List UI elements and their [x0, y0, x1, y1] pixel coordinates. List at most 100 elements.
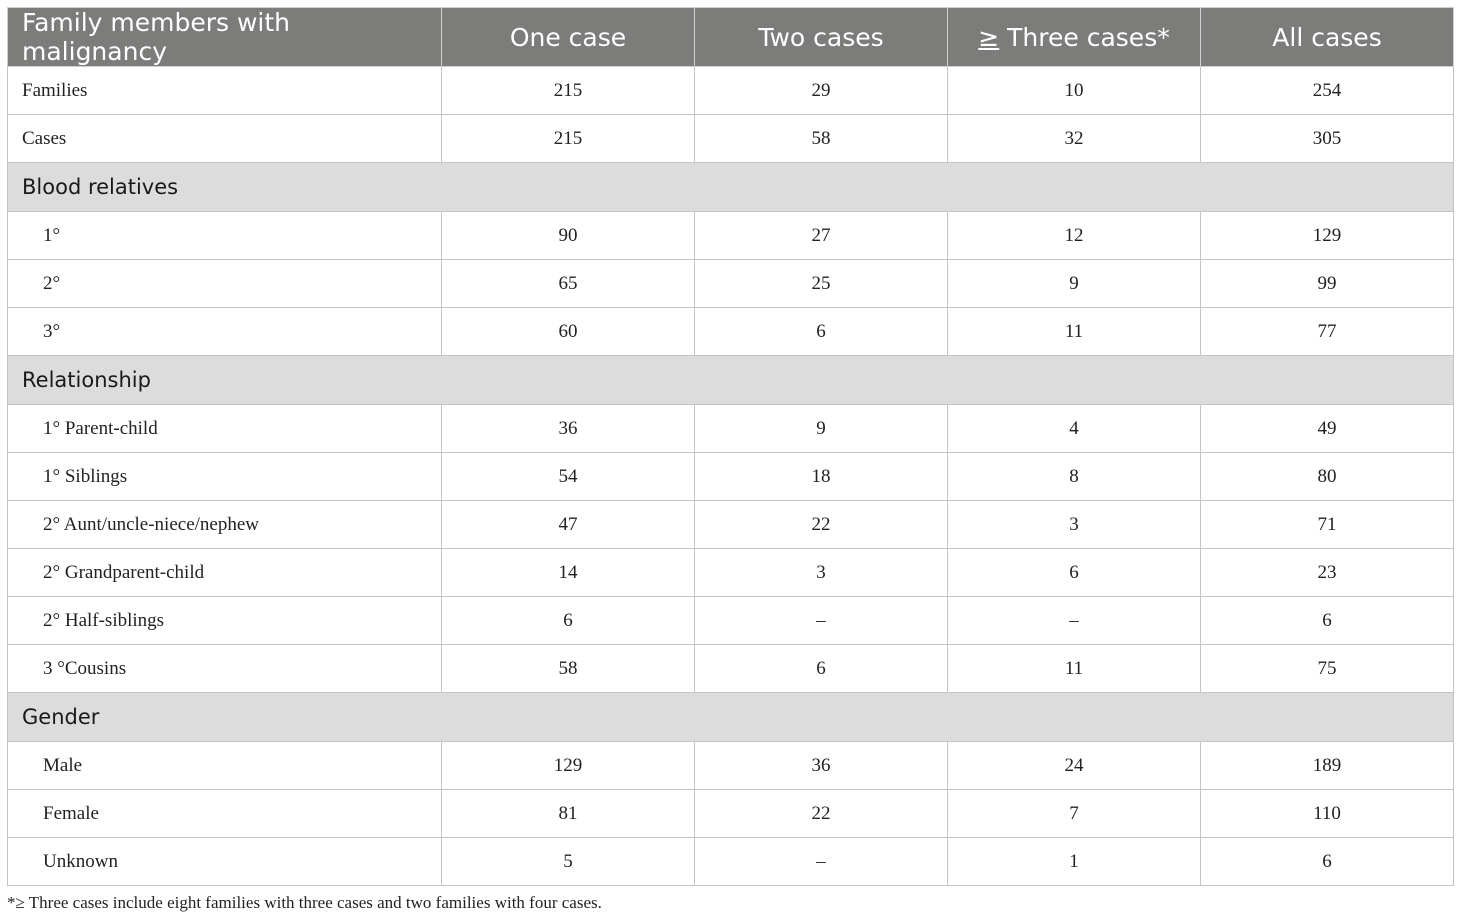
table-footnote: *≥ Three cases include eight families wi…: [7, 893, 602, 912]
cell-all-cases: 6: [1200, 596, 1454, 645]
cell-one-case: 54: [441, 452, 695, 501]
header-all-cases: All cases: [1200, 7, 1454, 67]
cell-two-cases: 6: [694, 644, 948, 693]
cell-one-case: 129: [441, 741, 695, 790]
cell-one-case: 47: [441, 500, 695, 549]
cell-three-cases: 4: [947, 404, 1201, 453]
cell-all-cases: 49: [1200, 404, 1454, 453]
cell-three-cases: 24: [947, 741, 1201, 790]
row-label: 2° Half-siblings: [7, 596, 442, 645]
cell-one-case: 14: [441, 548, 695, 597]
row-label: 2°: [7, 259, 442, 308]
cell-two-cases: 9: [694, 404, 948, 453]
cell-all-cases: 77: [1200, 307, 1454, 356]
header-family-members: Family members with malignancy: [7, 7, 442, 67]
section-heading: Relationship: [7, 355, 1454, 405]
cell-all-cases: 254: [1200, 66, 1454, 115]
table-row-unknown: Unknown 5 – 1 6: [7, 837, 1454, 886]
header-three-cases-label: Three cases*: [999, 22, 1170, 52]
cell-all-cases: 23: [1200, 548, 1454, 597]
table-row-half-siblings: 2° Half-siblings 6 – – 6: [7, 596, 1454, 645]
table-header-row: Family members with malignancy One case …: [7, 7, 1454, 67]
cell-three-cases: 6: [947, 548, 1201, 597]
table-row-families: Families 215 29 10 254: [7, 66, 1454, 115]
cell-three-cases: 10: [947, 66, 1201, 115]
cell-all-cases: 189: [1200, 741, 1454, 790]
header-one-case: One case: [441, 7, 695, 67]
cell-all-cases: 99: [1200, 259, 1454, 308]
cell-two-cases: 22: [694, 789, 948, 838]
row-label: Families: [7, 66, 442, 115]
row-label: Female: [7, 789, 442, 838]
cell-three-cases: 7: [947, 789, 1201, 838]
row-label: 3°: [7, 307, 442, 356]
cell-one-case: 215: [441, 114, 695, 163]
row-label: 2° Grandparent-child: [7, 548, 442, 597]
cell-all-cases: 75: [1200, 644, 1454, 693]
cell-all-cases: 129: [1200, 211, 1454, 260]
row-label: Cases: [7, 114, 442, 163]
table-container: Family members with malignancy One case …: [7, 7, 1454, 886]
cell-two-cases: 25: [694, 259, 948, 308]
cell-all-cases: 110: [1200, 789, 1454, 838]
family-malignancy-table: Family members with malignancy One case …: [7, 7, 1454, 886]
section-heading: Blood relatives: [7, 162, 1454, 212]
table-row-parent-child: 1° Parent-child 36 9 4 49: [7, 404, 1454, 453]
cell-one-case: 6: [441, 596, 695, 645]
header-three-cases-symbol: ≥: [978, 22, 1000, 52]
header-three-cases: ≥ Three cases*: [947, 7, 1201, 67]
row-label: 1°: [7, 211, 442, 260]
table-row-cousins: 3 °Cousins 58 6 11 75: [7, 644, 1454, 693]
cell-three-cases: 8: [947, 452, 1201, 501]
cell-three-cases: 9: [947, 259, 1201, 308]
cell-all-cases: 71: [1200, 500, 1454, 549]
row-label: Unknown: [7, 837, 442, 886]
cell-one-case: 215: [441, 66, 695, 115]
cell-three-cases: 3: [947, 500, 1201, 549]
cell-all-cases: 305: [1200, 114, 1454, 163]
header-two-cases: Two cases: [694, 7, 948, 67]
cell-three-cases: 11: [947, 307, 1201, 356]
section-row-relationship: Relationship: [7, 355, 1454, 405]
table-row-aunt-uncle: 2° Aunt/uncle-niece/nephew 47 22 3 71: [7, 500, 1454, 549]
table-row-third-degree: 3° 60 6 11 77: [7, 307, 1454, 356]
row-label: 1° Siblings: [7, 452, 442, 501]
cell-two-cases: 3: [694, 548, 948, 597]
section-heading: Gender: [7, 692, 1454, 742]
section-row-gender: Gender: [7, 692, 1454, 742]
cell-one-case: 90: [441, 211, 695, 260]
cell-all-cases: 80: [1200, 452, 1454, 501]
table-row-second-degree: 2° 65 25 9 99: [7, 259, 1454, 308]
table-row-male: Male 129 36 24 189: [7, 741, 1454, 790]
cell-two-cases: –: [694, 596, 948, 645]
cell-two-cases: 18: [694, 452, 948, 501]
cell-three-cases: 32: [947, 114, 1201, 163]
cell-three-cases: 12: [947, 211, 1201, 260]
row-label: 1° Parent-child: [7, 404, 442, 453]
cell-two-cases: 27: [694, 211, 948, 260]
cell-three-cases: 1: [947, 837, 1201, 886]
cell-all-cases: 6: [1200, 837, 1454, 886]
cell-two-cases: –: [694, 837, 948, 886]
cell-one-case: 60: [441, 307, 695, 356]
cell-two-cases: 58: [694, 114, 948, 163]
cell-three-cases: 11: [947, 644, 1201, 693]
table-row-siblings: 1° Siblings 54 18 8 80: [7, 452, 1454, 501]
table-row-cases: Cases 215 58 32 305: [7, 114, 1454, 163]
cell-one-case: 81: [441, 789, 695, 838]
row-label: 2° Aunt/uncle-niece/nephew: [7, 500, 442, 549]
table-row-female: Female 81 22 7 110: [7, 789, 1454, 838]
cell-one-case: 58: [441, 644, 695, 693]
cell-one-case: 36: [441, 404, 695, 453]
section-row-blood-relatives: Blood relatives: [7, 162, 1454, 212]
cell-one-case: 65: [441, 259, 695, 308]
cell-three-cases: –: [947, 596, 1201, 645]
row-label: Male: [7, 741, 442, 790]
table-row-grandparent: 2° Grandparent-child 14 3 6 23: [7, 548, 1454, 597]
cell-two-cases: 29: [694, 66, 948, 115]
cell-one-case: 5: [441, 837, 695, 886]
row-label: 3 °Cousins: [7, 644, 442, 693]
cell-two-cases: 36: [694, 741, 948, 790]
cell-two-cases: 22: [694, 500, 948, 549]
table-row-first-degree: 1° 90 27 12 129: [7, 211, 1454, 260]
